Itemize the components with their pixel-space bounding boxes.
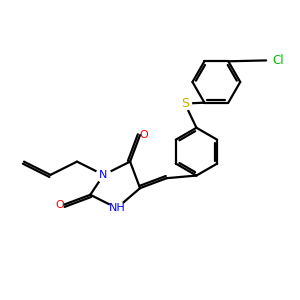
Text: NH: NH — [108, 203, 125, 213]
Text: N: N — [99, 170, 108, 180]
Circle shape — [178, 97, 191, 110]
Text: Cl: Cl — [272, 54, 284, 67]
Circle shape — [96, 168, 111, 182]
Text: O: O — [140, 130, 148, 140]
Text: S: S — [181, 97, 189, 110]
Circle shape — [110, 201, 124, 215]
Text: O: O — [56, 200, 64, 210]
